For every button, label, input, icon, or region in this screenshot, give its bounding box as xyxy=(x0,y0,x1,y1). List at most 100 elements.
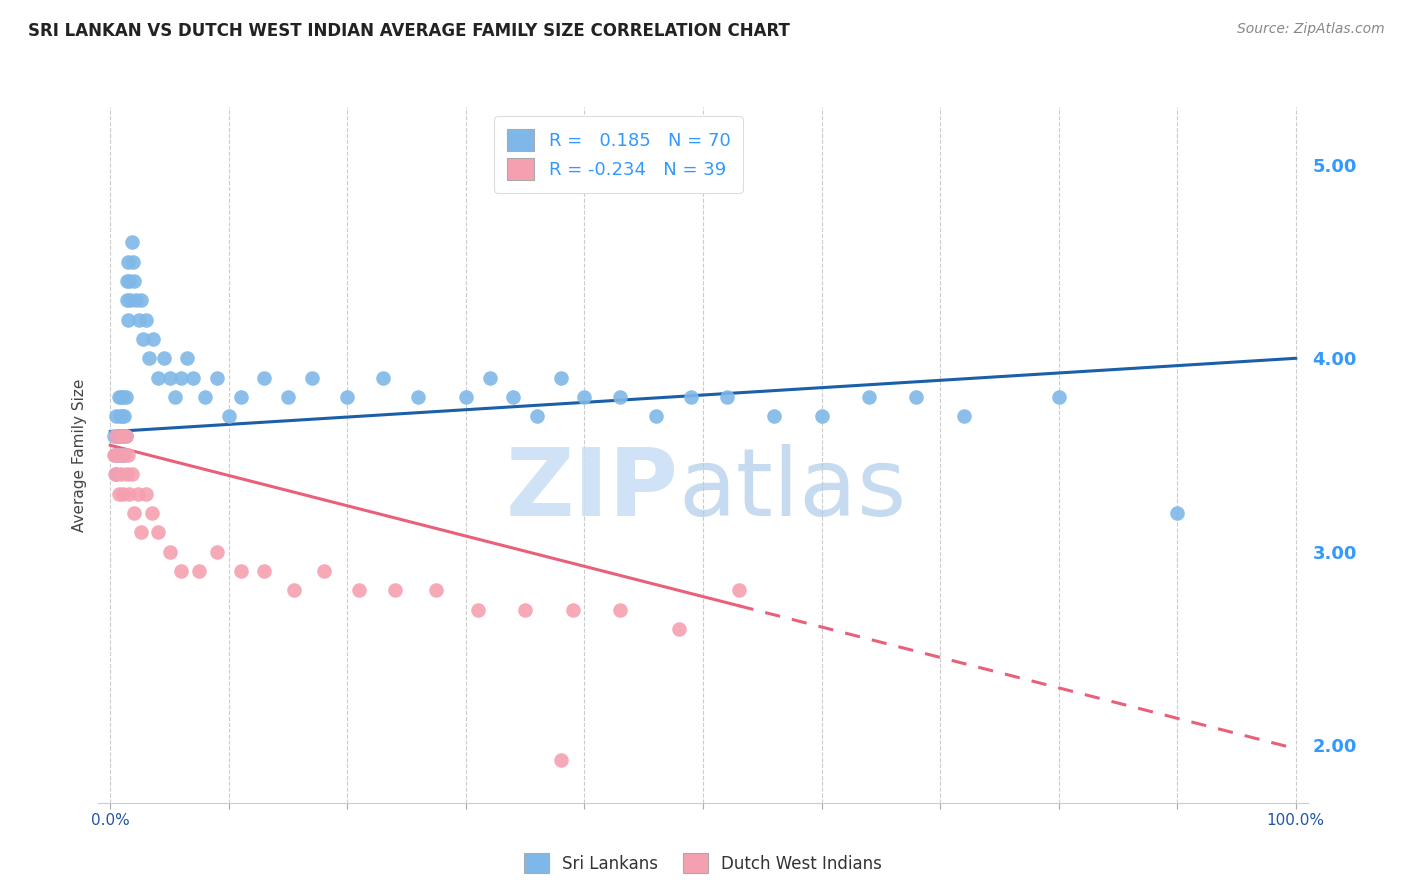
Point xyxy=(135,312,157,326)
Point xyxy=(129,525,152,540)
Point xyxy=(478,370,501,384)
Point xyxy=(159,544,181,558)
Point xyxy=(120,293,142,308)
Point xyxy=(301,370,323,384)
Point xyxy=(121,254,143,268)
Point xyxy=(112,486,135,500)
Text: Source: ZipAtlas.com: Source: ZipAtlas.com xyxy=(1237,22,1385,37)
Point xyxy=(550,753,572,767)
Point xyxy=(229,390,252,404)
Point xyxy=(110,467,132,482)
Point xyxy=(128,312,150,326)
Point xyxy=(115,467,138,482)
Point xyxy=(408,390,430,404)
Point xyxy=(110,390,132,404)
Point xyxy=(727,583,749,598)
Point xyxy=(105,428,128,442)
Point xyxy=(574,390,596,404)
Point xyxy=(218,409,240,424)
Point xyxy=(165,390,187,404)
Point xyxy=(502,390,524,404)
Point xyxy=(105,448,128,462)
Point xyxy=(205,544,228,558)
Point xyxy=(114,390,136,404)
Point xyxy=(952,409,974,424)
Point xyxy=(668,622,690,636)
Point xyxy=(526,409,548,424)
Point xyxy=(205,370,228,384)
Point xyxy=(277,390,299,404)
Point xyxy=(117,254,139,268)
Text: SRI LANKAN VS DUTCH WEST INDIAN AVERAGE FAMILY SIZE CORRELATION CHART: SRI LANKAN VS DUTCH WEST INDIAN AVERAGE … xyxy=(28,22,790,40)
Point xyxy=(135,486,157,500)
Point xyxy=(810,409,832,424)
Point xyxy=(142,332,165,346)
Point xyxy=(114,448,136,462)
Point xyxy=(114,409,136,424)
Point xyxy=(105,467,128,482)
Point xyxy=(152,351,174,366)
Point xyxy=(609,602,631,616)
Point xyxy=(188,564,211,578)
Point xyxy=(118,486,141,500)
Point xyxy=(194,390,217,404)
Point xyxy=(181,370,204,384)
Point xyxy=(111,428,134,442)
Point xyxy=(107,390,129,404)
Point xyxy=(121,467,143,482)
Point xyxy=(132,332,155,346)
Point xyxy=(384,583,406,598)
Point xyxy=(644,409,666,424)
Point xyxy=(229,564,252,578)
Point xyxy=(336,390,359,404)
Text: atlas: atlas xyxy=(679,443,907,536)
Point xyxy=(114,428,136,442)
Point xyxy=(104,448,127,462)
Point xyxy=(115,293,138,308)
Point xyxy=(125,293,148,308)
Point xyxy=(425,583,447,598)
Point xyxy=(858,390,880,404)
Point xyxy=(105,428,128,442)
Point xyxy=(176,351,198,366)
Point xyxy=(108,409,131,424)
Point xyxy=(111,448,134,462)
Point xyxy=(127,486,149,500)
Point xyxy=(283,583,305,598)
Point xyxy=(111,409,134,424)
Point xyxy=(108,448,131,462)
Point xyxy=(159,370,181,384)
Point xyxy=(110,428,132,442)
Point xyxy=(112,390,135,404)
Point xyxy=(347,583,370,598)
Point xyxy=(467,602,489,616)
Point xyxy=(108,448,131,462)
Point xyxy=(681,390,703,404)
Point xyxy=(170,564,193,578)
Point xyxy=(141,506,163,520)
Point xyxy=(122,274,145,288)
Point xyxy=(312,564,335,578)
Point xyxy=(253,370,276,384)
Point xyxy=(121,235,143,250)
Point xyxy=(1047,390,1070,404)
Point xyxy=(454,390,477,404)
Point xyxy=(105,448,128,462)
Point xyxy=(905,390,928,404)
Point xyxy=(515,602,537,616)
Point xyxy=(112,428,135,442)
Legend: Sri Lankans, Dutch West Indians: Sri Lankans, Dutch West Indians xyxy=(512,841,894,885)
Point xyxy=(371,370,394,384)
Text: ZIP: ZIP xyxy=(506,443,679,536)
Point xyxy=(253,564,276,578)
Point xyxy=(114,448,136,462)
Point xyxy=(129,293,152,308)
Point xyxy=(105,409,128,424)
Point xyxy=(1166,506,1188,520)
Point xyxy=(122,506,145,520)
Point xyxy=(550,370,572,384)
Point xyxy=(561,602,583,616)
Point xyxy=(117,312,139,326)
Point xyxy=(609,390,631,404)
Point xyxy=(104,467,127,482)
